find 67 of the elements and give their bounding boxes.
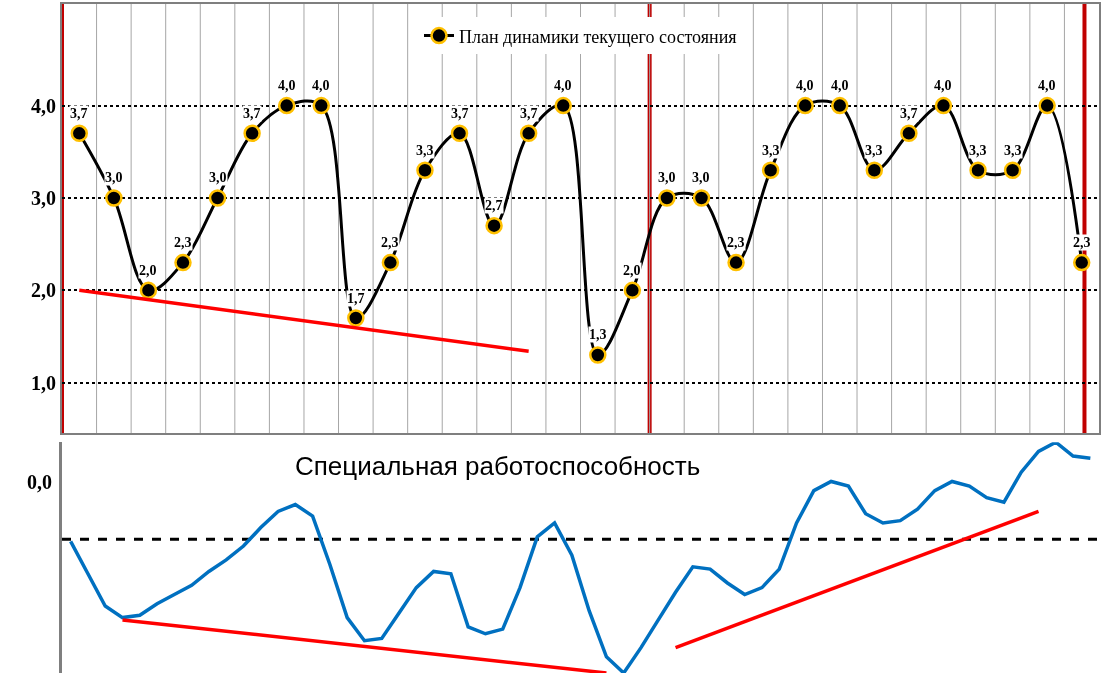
point [1038,96,1056,115]
data-label: 2,3 [727,235,745,250]
data-label: 3,3 [762,143,780,158]
y-tick-label: 1,0 [31,371,56,394]
data-label: 2,0 [139,263,157,278]
data-label: 3,7 [70,106,88,121]
point [761,161,780,179]
point [796,96,814,115]
data-label: 3,0 [105,170,123,185]
data-label: 3,7 [520,106,538,121]
point [692,189,711,207]
data-label: 4,0 [831,78,849,93]
point [381,253,400,272]
data-label: 2,3 [381,235,399,250]
data-label: 4,0 [934,78,952,93]
text: 0,0 [27,471,52,493]
point [208,189,227,207]
point [70,124,89,143]
point [105,189,123,207]
data-label: 3,0 [658,170,676,185]
y-tick-label: 2,0 [31,279,56,302]
point [450,124,469,143]
data-label: 4,0 [1038,78,1056,93]
data-label: 3,3 [969,143,987,158]
point [589,346,607,364]
point [139,281,158,300]
data-label: 4,0 [796,78,814,93]
point [312,96,330,115]
point [1003,161,1022,179]
point [243,124,261,143]
y-tick-label: 4,0 [31,94,56,117]
data-label: 4,0 [278,78,296,93]
data-label: 4,0 [312,78,330,93]
data-label: 2,7 [485,198,503,213]
data-label: 3,7 [243,106,261,121]
point [623,281,642,300]
point [416,161,434,179]
point [969,161,987,179]
point [727,253,745,272]
chart-title: Специальная работоспособность [295,451,701,481]
data-label: 1,3 [589,327,607,342]
data-label: 1,7 [347,291,365,306]
data-label: 2,3 [174,235,192,250]
point [554,96,572,115]
data-label: 3,3 [865,143,883,158]
data-label: 2,0 [623,263,641,278]
point [865,161,884,179]
point [347,309,365,327]
data-label: 3,7 [451,106,469,121]
point [519,124,538,143]
y-tick-label: 3,0 [31,186,56,209]
data-label: 2,3 [1073,235,1091,250]
point [485,216,503,235]
point [831,96,849,115]
data-label: 3,3 [1004,143,1022,158]
point [277,96,296,115]
point [934,96,953,115]
data-label: 3,7 [900,106,918,121]
data-label: 3,0 [209,170,227,185]
legend-label: План динамики текущего состояния [459,26,737,47]
point [658,189,676,207]
data-label: 3,0 [692,170,710,185]
point [1072,253,1091,272]
data-label: 3,3 [416,143,434,158]
point [174,253,192,272]
point [900,124,918,143]
data-label: 4,0 [554,78,572,93]
